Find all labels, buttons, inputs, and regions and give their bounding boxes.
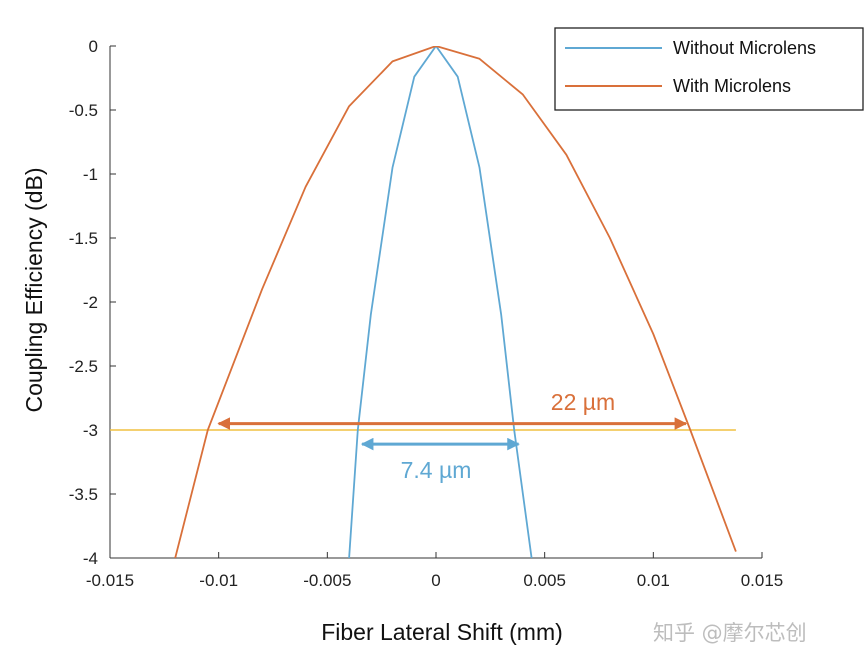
x-axis-title: Fiber Lateral Shift (mm): [321, 619, 563, 645]
y-tick-label: -1.5: [69, 229, 98, 248]
y-tick-label: -3.5: [69, 485, 98, 504]
x-tick-label: -0.01: [199, 571, 238, 590]
watermark: 知乎 @摩尔芯创: [653, 621, 807, 645]
x-tick-label: -0.005: [303, 571, 351, 590]
annotation-label-7-4um: 7.4 µm: [401, 457, 472, 483]
y-tick-label: -3: [83, 421, 98, 440]
legend: Without Microlens With Microlens: [554, 27, 864, 111]
y-tick-label: -2.5: [69, 357, 98, 376]
x-tick-group: -0.015 -0.01 -0.005 0 0.005 0.01 0.015: [86, 552, 783, 590]
annotation-label-22um: 22 µm: [551, 389, 615, 415]
y-tick-label: 0: [89, 37, 98, 56]
y-tick-label: -0.5: [69, 101, 98, 120]
legend-box: [554, 27, 864, 111]
y-tick-label: -4: [83, 549, 98, 568]
y-tick-label: -1: [83, 165, 98, 184]
y-tick-group: 0 -0.5 -1 -1.5 -2 -2.5 -3 -3.5 -4: [69, 37, 116, 568]
x-tick-label: 0.01: [637, 571, 670, 590]
y-tick-label: -2: [83, 293, 98, 312]
x-tick-label: 0.015: [741, 571, 784, 590]
series-line-with-microlens: [174, 46, 737, 558]
series-line-without-microlens: [348, 46, 533, 558]
x-tick-label: -0.015: [86, 571, 134, 590]
legend-label-without-microlens: Without Microlens: [673, 38, 816, 58]
legend-label-with-microlens: With Microlens: [673, 76, 791, 96]
x-tick-label: 0.005: [523, 571, 566, 590]
y-axis-title: Coupling Efficiency (dB): [21, 167, 47, 412]
x-tick-label: 0: [431, 571, 440, 590]
